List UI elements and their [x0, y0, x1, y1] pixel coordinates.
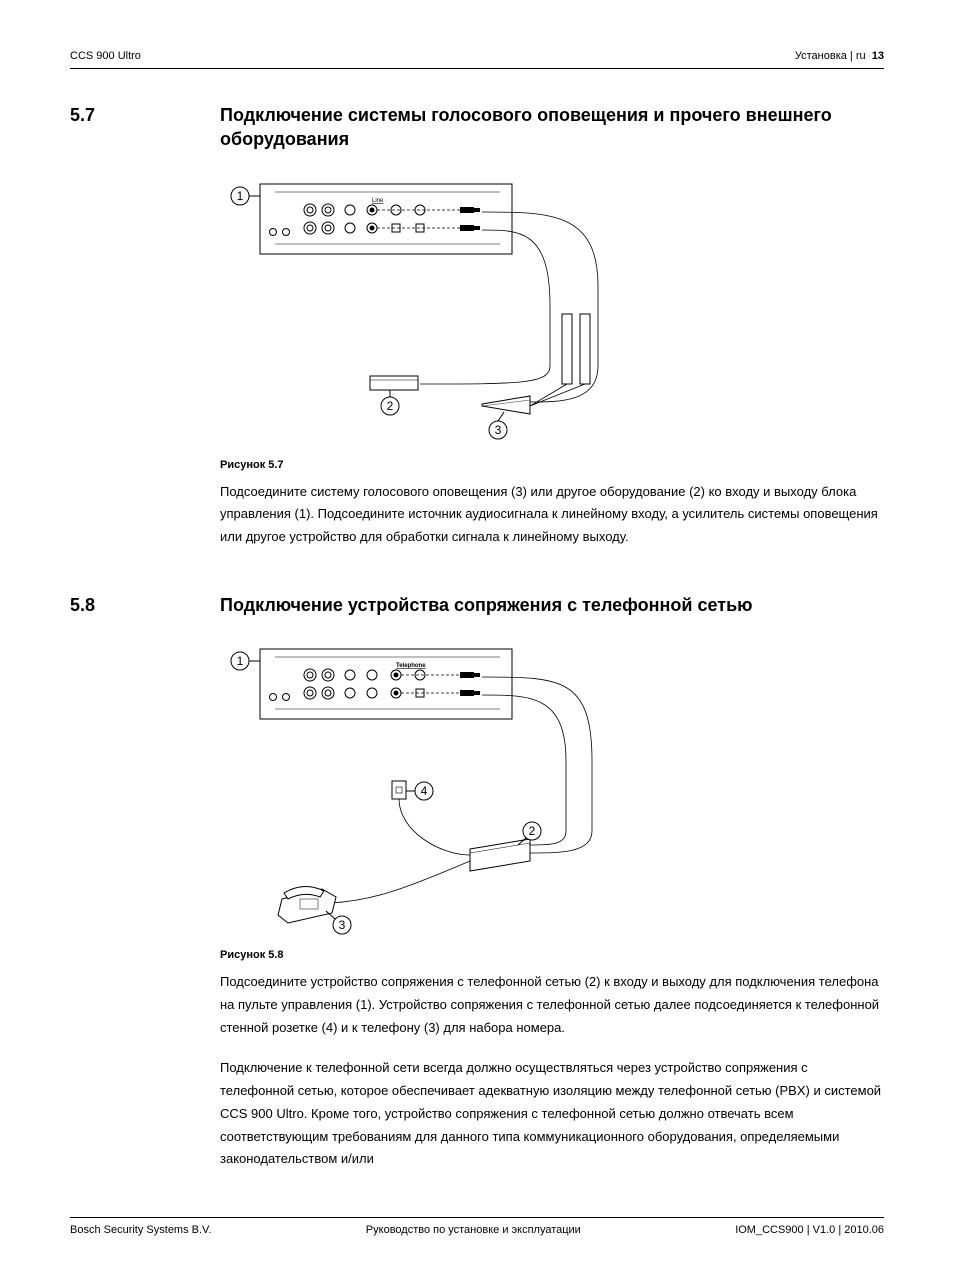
section-5-7: 5.7 Подключение системы голосового опове… [70, 103, 884, 567]
figure-caption: Рисунок 5.8 [220, 949, 884, 961]
callout-1: 1 [231, 652, 260, 670]
figure-5-7: Line [220, 166, 620, 446]
panel-label: Telephone [396, 663, 426, 669]
callout-2: 2 [381, 390, 399, 415]
footer-right: IOM_CCS900 | V1.0 | 2010.06 [735, 1224, 884, 1236]
page-header: CCS 900 Ultro Установка | ru 13 [70, 50, 884, 69]
footer-left: Bosch Security Systems B.V. [70, 1224, 211, 1236]
paragraph: Подключение к телефонной сети всегда дол… [220, 1057, 884, 1171]
section-5-8: 5.8 Подключение устройства сопряжения с … [70, 593, 884, 1189]
svg-text:2: 2 [387, 399, 394, 413]
footer-center: Руководство по установке и эксплуатации [366, 1224, 581, 1236]
svg-text:1: 1 [237, 654, 244, 668]
svg-text:2: 2 [529, 824, 536, 838]
header-left: CCS 900 Ultro [70, 50, 141, 62]
callout-3: 3 [489, 412, 507, 439]
section-number: 5.8 [70, 593, 220, 1189]
callout-1: 1 [231, 187, 260, 205]
panel-label: Line [372, 198, 384, 204]
svg-text:4: 4 [421, 784, 428, 798]
svg-text:3: 3 [339, 918, 346, 932]
section-body: Подключение устройства сопряжения с теле… [220, 593, 884, 1189]
figure-caption: Рисунок 5.7 [220, 459, 884, 471]
section-number: 5.7 [70, 103, 220, 567]
page-footer: Bosch Security Systems B.V. Руководство … [70, 1217, 884, 1236]
section-body: Подключение системы голосового оповещени… [220, 103, 884, 567]
section-title: Подключение устройства сопряжения с теле… [220, 593, 884, 617]
section-title: Подключение системы голосового оповещени… [220, 103, 884, 152]
figure-5-8: Telephone [220, 631, 620, 936]
telephone-icon [278, 887, 336, 924]
svg-text:3: 3 [495, 423, 502, 437]
svg-text:1: 1 [237, 189, 244, 203]
paragraph: Подсоедините систему голосового оповещен… [220, 481, 884, 549]
callout-3: 3 [326, 911, 351, 934]
header-right: Установка | ru 13 [795, 50, 884, 62]
callout-4: 4 [406, 782, 433, 800]
paragraph: Подсоедините устройство сопряжения с тел… [220, 971, 884, 1039]
